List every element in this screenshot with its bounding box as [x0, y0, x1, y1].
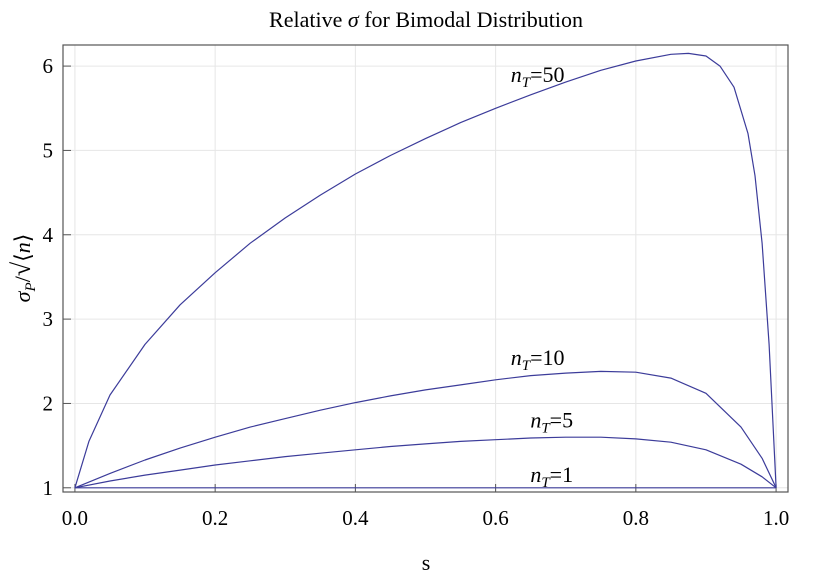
y-tick-label: 3 — [43, 307, 54, 331]
series-label: nT=50 — [511, 62, 565, 91]
series-line — [74, 52, 777, 488]
x-tick-label: 0.6 — [482, 506, 508, 530]
series-label: nT=5 — [530, 408, 573, 437]
plot-frame — [62, 44, 789, 493]
grid — [63, 45, 788, 492]
series-label: nT=1 — [530, 462, 573, 491]
svg-text:σP/√⟨n⟩: σP/√⟨n⟩ — [7, 234, 39, 303]
y-tick-label: 1 — [43, 476, 54, 500]
y-tick-label: 6 — [43, 54, 54, 78]
y-axis-label: σP/√⟨n⟩ — [7, 234, 39, 303]
x-tick-label: 0.0 — [62, 506, 88, 530]
series-line — [74, 436, 777, 489]
chart-title: Relative σ for Bimodal Distribution — [269, 7, 583, 32]
y-tick-label: 4 — [43, 223, 54, 247]
series-line — [74, 370, 777, 489]
y-tick-label: 2 — [43, 391, 54, 415]
series-group — [74, 52, 777, 489]
y-tick-label: 5 — [43, 138, 54, 162]
x-tick-label: 0.4 — [342, 506, 369, 530]
x-tick-label: 0.8 — [623, 506, 649, 530]
x-axis-label: s — [422, 550, 431, 575]
curve-labels: nT=1 nT=5 nT=10 nT=50 — [511, 62, 573, 491]
ticks: 0.0 0.2 0.4 0.6 0.8 1.0 1 2 3 4 5 6 — [43, 54, 790, 530]
x-tick-label: 1.0 — [763, 506, 789, 530]
x-tick-label: 0.2 — [202, 506, 228, 530]
series-label: nT=10 — [511, 345, 565, 374]
